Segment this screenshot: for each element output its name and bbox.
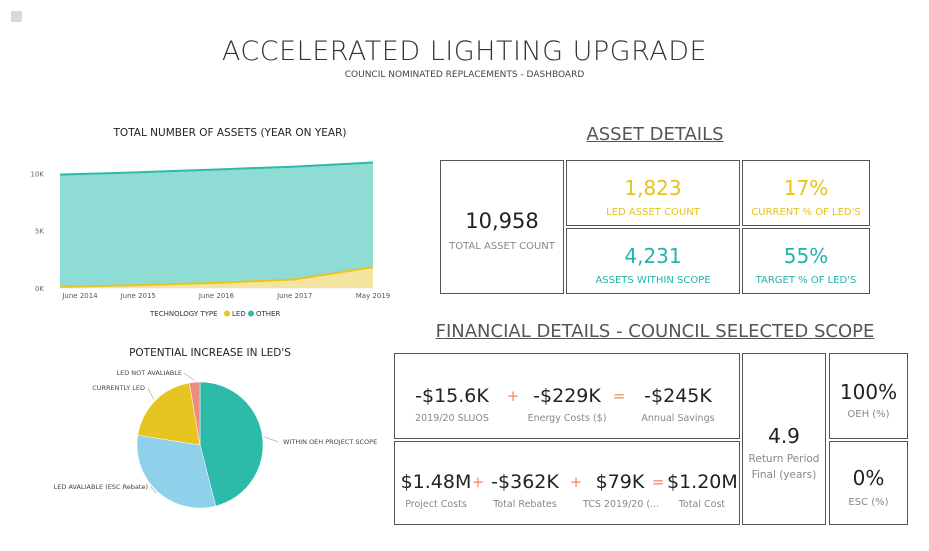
oeh-card[interactable]: 100% OEH (%) <box>829 353 908 439</box>
total-cost-value: $1.20M <box>667 471 738 493</box>
oeh-label: OEH (%) <box>847 409 890 420</box>
x-tick-label: June 2015 <box>120 292 156 300</box>
esc-label: ESC (%) <box>848 497 889 508</box>
return-period-card[interactable]: 4.9 Return Period Final (years) <box>742 353 826 525</box>
project-costs-value: $1.48M <box>400 471 472 493</box>
led-count-value: 1,823 <box>624 176 682 200</box>
pie-chart-title: POTENTIAL INCREASE IN LED'S <box>129 347 291 359</box>
pie-leader-line <box>183 372 195 381</box>
total-rebates-label: Total Rebates <box>493 499 557 510</box>
return-period-value: 4.9 <box>768 424 800 448</box>
x-tick-label: June 2014 <box>61 292 98 300</box>
pie-leader-line <box>149 485 157 494</box>
within-scope-value: 4,231 <box>624 244 682 268</box>
other-series-line <box>59 161 374 176</box>
total-asset-label: TOTAL ASSET COUNT <box>449 241 555 252</box>
within-scope-label: ASSETS WITHIN SCOPE <box>595 275 711 286</box>
total-rebates-value: -$362K <box>491 471 559 493</box>
plus-operator: + <box>569 473 583 491</box>
legend-title: TECHNOLOGY TYPE <box>149 310 218 318</box>
equals-operator: = <box>612 387 626 405</box>
energy-costs-value: -$229K <box>533 385 601 407</box>
return-period-sublabel: Final (years) <box>751 469 817 481</box>
legend-led-dot <box>224 310 230 317</box>
legend-led-label: LED <box>232 310 246 318</box>
esc-value: 0% <box>852 466 885 490</box>
energy-costs-label: Energy Costs ($) <box>527 413 607 424</box>
tcs-label: TCS 2019/20 (... <box>583 499 660 510</box>
esc-card[interactable]: 0% ESC (%) <box>829 441 908 525</box>
pie-slice <box>189 381 201 446</box>
pie-slice <box>199 381 264 507</box>
page-title: ACCELERATED LIGHTING UPGRADE <box>221 36 708 67</box>
financial-heading: FINANCIAL DETAILS - COUNCIL SELECTED SCO… <box>435 321 875 342</box>
total-asset-value: 10,958 <box>465 209 539 233</box>
other-area <box>60 162 373 287</box>
within-scope-card[interactable]: 4,231 ASSETS WITHIN SCOPE <box>566 228 740 294</box>
pie-chart: WITHIN OEH PROJECT SCOPE LED AVALIABLE (E… <box>54 369 377 509</box>
current-pct-card[interactable]: 17% CURRENT % OF LED'S <box>742 160 870 226</box>
y-tick-label: 0K <box>35 285 44 293</box>
x-tick-label: June 2017 <box>276 292 312 300</box>
total-cost-label: Total Cost <box>678 499 726 510</box>
current-pct-label: CURRENT % OF LED'S <box>751 207 861 218</box>
equals-operator: = <box>651 473 665 491</box>
led-count-label: LED ASSET COUNT <box>606 207 700 218</box>
project-costs-label: Project Costs <box>405 499 467 510</box>
area-chart: 0K 5K 10K June 2014 June 2015 June 2016 June 2… <box>31 161 391 318</box>
tcs-value: $79K <box>595 471 645 493</box>
x-tick-label: June 2016 <box>198 292 235 300</box>
pie-slice <box>137 382 201 446</box>
target-pct-label: TARGET % OF LED'S <box>755 275 857 286</box>
led-area <box>60 267 373 288</box>
sluos-label: 2019/20 SLUOS <box>415 413 489 424</box>
plus-operator: + <box>506 387 520 405</box>
total-cost-card[interactable]: $1.48M Project Costs + -$362K Total Reba… <box>394 441 740 525</box>
asset-details-heading: ASSET DETAILS <box>586 124 724 145</box>
pie-leader-line <box>147 387 155 400</box>
y-tick-label: 10K <box>31 170 45 178</box>
plus-operator: + <box>471 473 485 491</box>
annual-savings-label: Annual Savings <box>641 413 715 424</box>
area-chart-title: TOTAL NUMBER OF ASSETS (YEAR ON YEAR) <box>113 127 347 139</box>
pie-slice-label: LED NOT AVALIABLE <box>117 369 183 377</box>
current-pct-value: 17% <box>783 176 829 200</box>
pie-slice-label: WITHIN OEH PROJECT SCOPE <box>283 438 377 446</box>
sluos-value: -$15.6K <box>415 385 489 407</box>
pie-leader-line <box>264 436 279 443</box>
oeh-value: 100% <box>839 380 898 404</box>
x-tick-label: May 2019 <box>356 292 391 300</box>
target-pct-card[interactable]: 55% TARGET % OF LED'S <box>742 228 870 294</box>
annual-savings-value: -$245K <box>644 385 712 407</box>
return-period-label: Return Period <box>748 453 820 465</box>
led-series-line <box>59 266 374 288</box>
pie-slice-label: LED AVALIABLE (ESC Rebate) <box>54 483 148 491</box>
page-subtitle: COUNCIL NOMINATED REPLACEMENTS - DASHBOA… <box>344 70 585 80</box>
led-count-card[interactable]: 1,823 LED ASSET COUNT <box>566 160 740 226</box>
pie-slice <box>136 434 217 509</box>
focus-mode-icon[interactable] <box>11 11 22 22</box>
total-asset-card[interactable]: 10,958 TOTAL ASSET COUNT <box>440 160 564 294</box>
legend-other-label: OTHER <box>256 310 280 318</box>
annual-savings-card[interactable]: -$15.6K 2019/20 SLUOS + -$229K Energy Co… <box>394 353 740 439</box>
pie-slice-label: CURRENTLY LED <box>92 384 145 392</box>
y-tick-label: 5K <box>35 228 44 236</box>
legend-other-dot <box>248 310 254 317</box>
target-pct-value: 55% <box>783 244 829 268</box>
